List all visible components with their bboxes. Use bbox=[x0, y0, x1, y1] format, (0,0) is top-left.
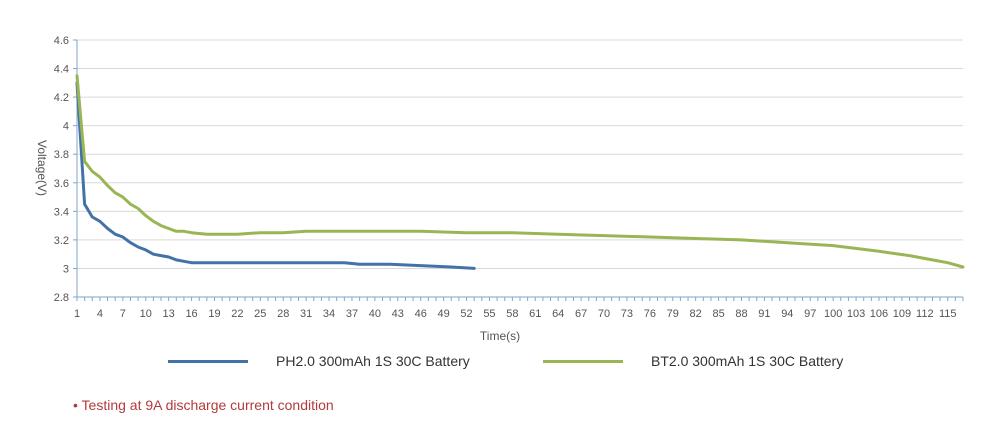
x-tick-label: 55 bbox=[483, 308, 495, 320]
x-tick-label: 37 bbox=[346, 308, 358, 320]
x-tick-label: 13 bbox=[163, 308, 175, 320]
x-tick-label: 22 bbox=[231, 308, 243, 320]
series-lines bbox=[75, 74, 965, 270]
x-tick-label: 49 bbox=[437, 308, 449, 320]
y-tick-labels: 2.8 3 3.2 3.4 3.6 3.8 4 4.2 4.4 4.6 bbox=[54, 35, 69, 304]
x-tick-label: 34 bbox=[323, 308, 335, 320]
x-tick-label: 82 bbox=[690, 308, 702, 320]
series-line-ph2 bbox=[75, 81, 476, 270]
x-tick-label: 19 bbox=[208, 308, 220, 320]
x-tick-label: 106 bbox=[870, 308, 888, 320]
y-tick-label: 3.8 bbox=[54, 149, 69, 161]
x-tick-label: 94 bbox=[781, 308, 793, 320]
y-tick-label: 3 bbox=[63, 263, 69, 275]
y-tick-label: 3.2 bbox=[54, 235, 69, 247]
grid-lines bbox=[77, 39, 963, 269]
y-tick-label: 4.6 bbox=[54, 35, 69, 47]
x-tick-label: 79 bbox=[667, 308, 679, 320]
x-tick-label: 1 bbox=[74, 308, 80, 320]
legend-label-bt: BT2.0 300mAh 1S 30C Battery bbox=[651, 353, 844, 369]
x-tick-label: 58 bbox=[506, 308, 518, 320]
legend-swatch-ph bbox=[168, 359, 248, 363]
x-tick-label: 70 bbox=[598, 308, 610, 320]
y-axis-title: Voltage(V) bbox=[35, 140, 49, 196]
y-tick-label: 4.2 bbox=[54, 92, 69, 104]
legend-item-bt: BT2.0 300mAh 1S 30C Battery bbox=[543, 353, 843, 369]
x-tick-label: 103 bbox=[847, 308, 865, 320]
x-tick-label: 76 bbox=[644, 308, 656, 320]
x-tick-label: 25 bbox=[254, 308, 266, 320]
y-tick-label: 3.4 bbox=[54, 206, 69, 218]
x-tick-label: 115 bbox=[939, 308, 957, 320]
x-tick-label: 16 bbox=[185, 308, 197, 320]
x-tick-label: 40 bbox=[369, 308, 381, 320]
x-tick-label: 88 bbox=[735, 308, 747, 320]
x-tick-label: 7 bbox=[120, 308, 126, 320]
x-tick-label: 31 bbox=[300, 308, 312, 320]
x-tick-label: 85 bbox=[712, 308, 724, 320]
legend-swatch-bt bbox=[543, 359, 623, 363]
x-tick-label: 28 bbox=[277, 308, 289, 320]
x-tick-label: 64 bbox=[552, 308, 564, 320]
voltage-chart: 2.8 3 3.2 3.4 3.6 3.8 4 4.2 4.4 4.6 1 4 7 10 13 16 19 22… bbox=[35, 35, 965, 343]
series-line-bt2 bbox=[75, 74, 965, 269]
chart-legend: PH2.0 300mAh 1S 30C Battery BT2.0 300mAh… bbox=[0, 353, 1001, 375]
x-tick-label: 52 bbox=[460, 308, 472, 320]
x-tick-label: 61 bbox=[529, 308, 541, 320]
x-tick-label: 67 bbox=[575, 308, 587, 320]
x-axis-title: Time(s) bbox=[480, 329, 520, 343]
legend-item-ph: PH2.0 300mAh 1S 30C Battery bbox=[168, 353, 470, 369]
test-condition-note: • Testing at 9A discharge current condit… bbox=[73, 397, 334, 413]
y-tick-label: 2.8 bbox=[54, 292, 69, 304]
x-tick-label: 97 bbox=[804, 308, 816, 320]
y-tick-label: 3.6 bbox=[54, 178, 69, 190]
x-tick-labels: 1 4 7 10 13 16 19 22 25 28 31 34 37 40 43 46 49 52 55 58 61 6… bbox=[74, 308, 957, 320]
x-tick-label: 46 bbox=[415, 308, 427, 320]
x-tick-label: 91 bbox=[758, 308, 770, 320]
x-tick-label: 43 bbox=[392, 308, 404, 320]
chart-axes bbox=[73, 39, 964, 301]
x-tick-label: 4 bbox=[97, 308, 103, 320]
x-tick-label: 112 bbox=[916, 308, 934, 320]
y-tick-label: 4.4 bbox=[54, 64, 69, 76]
legend-label-ph: PH2.0 300mAh 1S 30C Battery bbox=[276, 353, 470, 369]
x-tick-label: 100 bbox=[824, 308, 842, 320]
x-tick-label: 10 bbox=[140, 308, 152, 320]
x-tick-label: 109 bbox=[893, 308, 911, 320]
x-tick-label: 73 bbox=[621, 308, 633, 320]
y-tick-label: 4 bbox=[63, 121, 69, 133]
